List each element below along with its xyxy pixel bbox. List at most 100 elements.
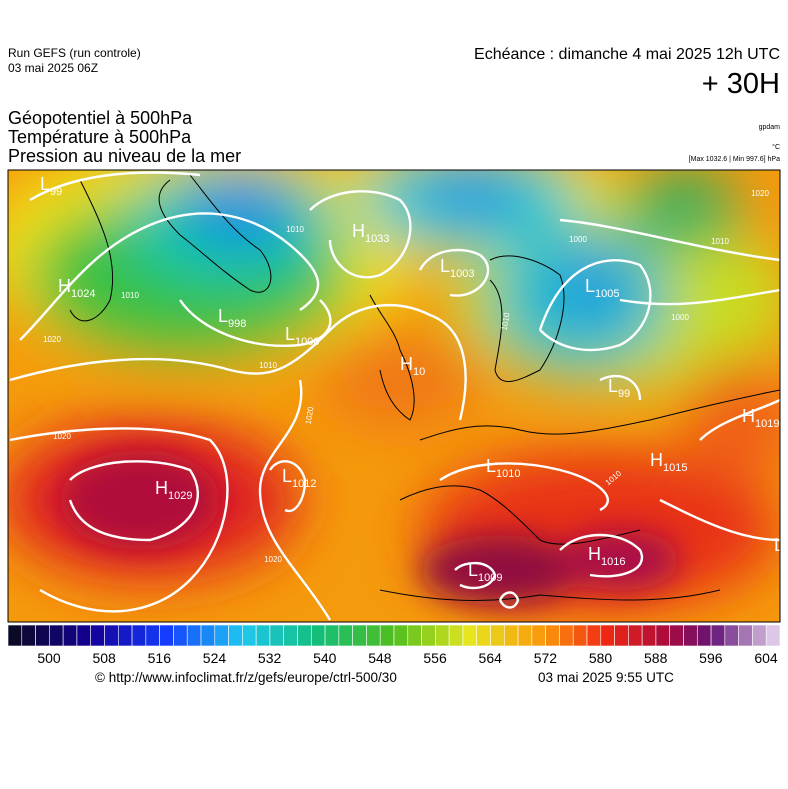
center-type: L: [218, 306, 228, 326]
pressure-range: [Max 1032.6 | Min 997.6] hPa: [688, 156, 780, 163]
center-type: H: [742, 406, 755, 426]
colorbar-swatch: [407, 624, 422, 647]
isobar-label: 1010: [259, 361, 277, 370]
colorbar-swatch: [435, 624, 450, 647]
colorbar-swatch: [379, 624, 395, 647]
colorbar-swatch: [696, 624, 712, 647]
pressure-center: H1033: [352, 221, 389, 245]
colorbar-swatch: [724, 624, 739, 647]
isobar-label: 1000: [671, 313, 689, 322]
isobar-label: 1000: [569, 235, 587, 244]
run-date: 03 mai 2025 06Z: [8, 61, 99, 75]
colorbar-swatch: [683, 624, 698, 647]
colorbar-swatch: [200, 624, 216, 647]
center-value: 1016: [601, 556, 625, 568]
colorbar-swatch: [614, 624, 629, 647]
pressure-center: H1024: [58, 276, 95, 300]
isobar-label: 1020: [53, 432, 71, 441]
lead-time: + 30H: [701, 68, 780, 100]
run-label: Run GEFS (run controle): [8, 46, 141, 60]
center-value: 10: [413, 366, 425, 378]
title: Température à 500hPa: [8, 127, 192, 147]
colorbar-swatch: [765, 624, 781, 647]
isobar-label: 1010: [121, 291, 139, 300]
colorbar-swatch: [255, 624, 271, 647]
isobar-label: 1010: [500, 311, 512, 331]
center-type: H: [58, 276, 71, 296]
colorbar-label: 500: [37, 650, 61, 666]
colorbar-label: 540: [313, 650, 337, 666]
colorbar-swatch: [531, 624, 546, 647]
colorbar-label: 588: [644, 650, 668, 666]
center-value: 1019: [755, 418, 779, 430]
isobar-labels: 1010 1010 1020 1010 1020 1020 1020 1000 1010 1000…: [43, 189, 769, 564]
center-type: H: [400, 354, 413, 374]
colorbar-swatch: [269, 624, 285, 647]
colorbar-swatch: [35, 624, 50, 647]
center-type: L: [608, 376, 618, 396]
colorbar-swatch: [324, 624, 340, 647]
colorbar-swatch: [421, 624, 436, 647]
colorbar-swatch: [283, 624, 298, 647]
map-frame: [7, 169, 781, 623]
colorbar-labels: 500 508 516 524 532 540 548 556 564 572 580 588 596 6…: [37, 650, 778, 666]
colorbar-swatch: [214, 624, 229, 647]
colorbar-swatch: [159, 624, 174, 647]
colorbar-swatch: [228, 624, 243, 647]
center-value: 1015: [663, 462, 687, 474]
title: Pression au niveau de la mer: [8, 146, 242, 166]
colorbar-swatch: [738, 624, 753, 647]
center-type: L: [774, 535, 784, 555]
pressure-center: L99: [608, 376, 630, 400]
colorbar-swatch: [310, 624, 326, 647]
isobar-label: 1010: [286, 225, 304, 234]
center-value: 1009: [478, 572, 502, 584]
colorbar-swatch: [131, 624, 147, 647]
center-value: 99: [618, 388, 630, 400]
colorbar-label: 532: [258, 650, 282, 666]
colorbar-swatch: [104, 624, 119, 647]
colorbar-label: 556: [423, 650, 447, 666]
source-link: © http://www.infoclimat.fr/z/gefs/europe…: [95, 670, 397, 685]
pressure-center: H1029: [155, 478, 192, 502]
colorbar-swatch: [600, 624, 615, 647]
center-type: L: [285, 324, 295, 344]
pressure-center: H1019: [742, 406, 779, 430]
center-value: 1012: [292, 478, 316, 490]
colorbar-swatch: [76, 624, 92, 647]
colorbar-swatch: [545, 624, 560, 647]
center-type: L: [468, 560, 478, 580]
colorbar-label: 564: [479, 650, 503, 666]
colorbar-swatch: [366, 624, 381, 647]
center-value: 1003: [450, 268, 474, 280]
center-value: 1010: [496, 468, 520, 480]
isobar-label: 1020: [751, 189, 769, 198]
pressure-center: L: [774, 535, 784, 555]
colorbar-swatch: [503, 624, 519, 647]
colorbar-swatch: [352, 624, 367, 647]
title: Géopotentiel à 500hPa: [8, 108, 193, 128]
colorbar-swatch: [173, 624, 188, 647]
center-value: 99: [50, 186, 62, 198]
center-type: H: [155, 478, 168, 498]
center-type: H: [588, 544, 601, 564]
pressure-center: H1015: [650, 450, 687, 474]
colorbar-label: 548: [368, 650, 392, 666]
pressure-center: L1010: [486, 456, 521, 480]
colorbar-label: 580: [589, 650, 613, 666]
colorbar-swatch: [752, 624, 767, 647]
colorbar-swatch: [7, 624, 23, 647]
center-type: L: [486, 456, 496, 476]
colorbar-swatch: [448, 624, 464, 647]
isobars: [9, 171, 780, 621]
center-type: L: [585, 276, 595, 296]
center-type: H: [352, 221, 365, 241]
isobar-label: 1010: [711, 237, 729, 246]
pressure-center: H10: [400, 354, 425, 378]
colorbar-swatch: [21, 624, 36, 647]
forecast-time: Echéance : dimanche 4 mai 2025 12h UTC: [474, 46, 780, 63]
center-value: 1000: [295, 336, 319, 348]
